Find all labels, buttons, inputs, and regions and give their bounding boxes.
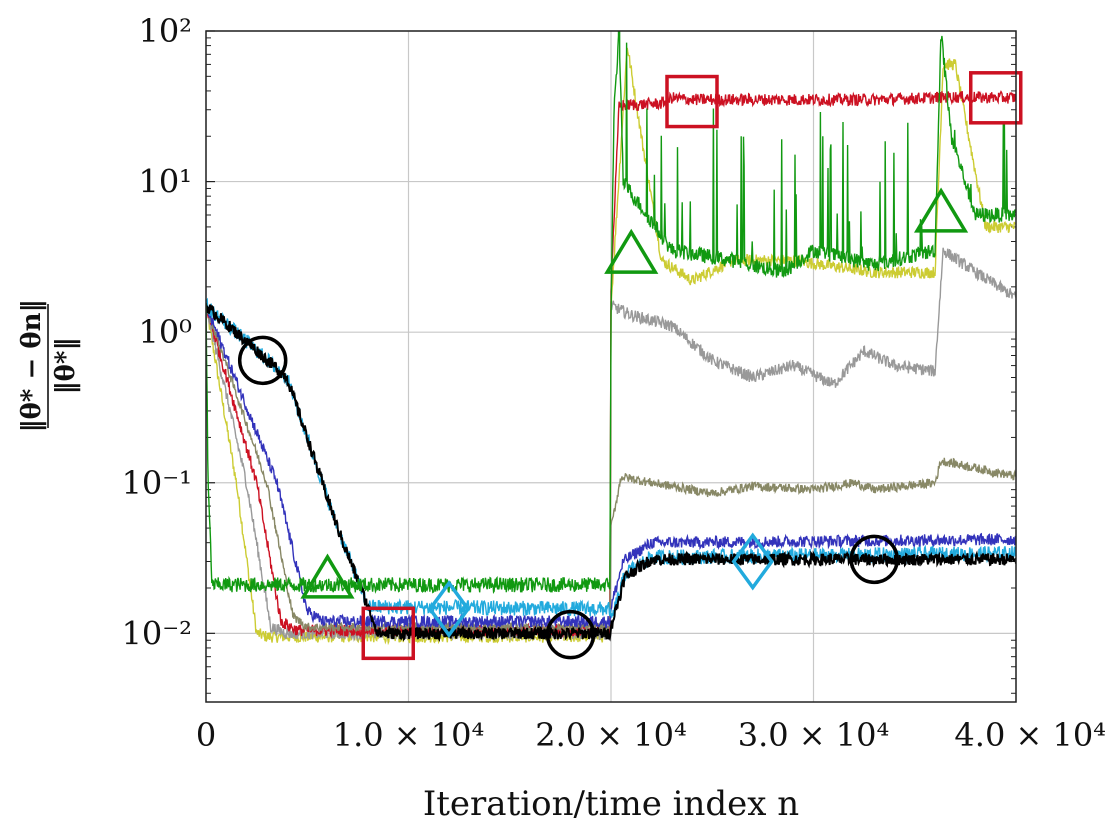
- marker-triangle-3: [300, 553, 355, 599]
- marker-diamond-9: [427, 580, 471, 639]
- series-layer: [206, 31, 1016, 646]
- y-axis-label-denominator: ‖θ*‖: [51, 338, 81, 395]
- y-axis-label-numerator: ‖θ* − θn‖: [17, 299, 47, 432]
- marker-triangle-5: [913, 187, 969, 233]
- y-tick-label-3: 10¹: [138, 163, 192, 201]
- marker-triangle-4: [604, 228, 659, 274]
- series-line-olive: [206, 303, 1016, 634]
- x-tick-label-2: 2.0 × 10⁴: [535, 716, 687, 754]
- marker-square-8: [969, 71, 1023, 125]
- y-tick-label-4: 10²: [138, 12, 192, 50]
- marker-square-7: [665, 74, 719, 129]
- marker-circle-1: [545, 609, 596, 660]
- x-tick-label-4: 4.0 × 10⁴: [954, 716, 1106, 754]
- marker-layer: [237, 71, 1023, 661]
- marker-circle-0: [237, 335, 288, 386]
- plot-frame: [205, 30, 1017, 703]
- y-tick-label-0: 10⁻²: [122, 614, 192, 652]
- x-tick-label-0: 0: [196, 716, 216, 754]
- y-tick-label-2: 10⁰: [138, 313, 192, 351]
- x-tick-labels: 0 1.0 × 10⁴ 2.0 × 10⁴ 3.0 × 10⁴ 4.0 × 10⁴: [196, 716, 1106, 754]
- marker-circle-2: [849, 534, 899, 585]
- x-tick-label-3: 3.0 × 10⁴: [738, 716, 890, 754]
- marker-diamond-10: [731, 532, 774, 591]
- y-tick-label-1: 10⁻¹: [122, 464, 192, 502]
- marker-square-6: [361, 606, 415, 661]
- minor-ticks: [206, 30, 1016, 694]
- y-axis-label: ‖θ* − θn‖ ‖θ*‖: [17, 299, 81, 432]
- x-axis-label: Iteration/time index n: [423, 784, 799, 824]
- x-tick-label-1: 1.0 × 10⁴: [333, 716, 485, 754]
- series-line-black: [206, 303, 1016, 643]
- y-tick-labels: 10⁻² 10⁻¹ 10⁰ 10¹ 10²: [122, 12, 192, 652]
